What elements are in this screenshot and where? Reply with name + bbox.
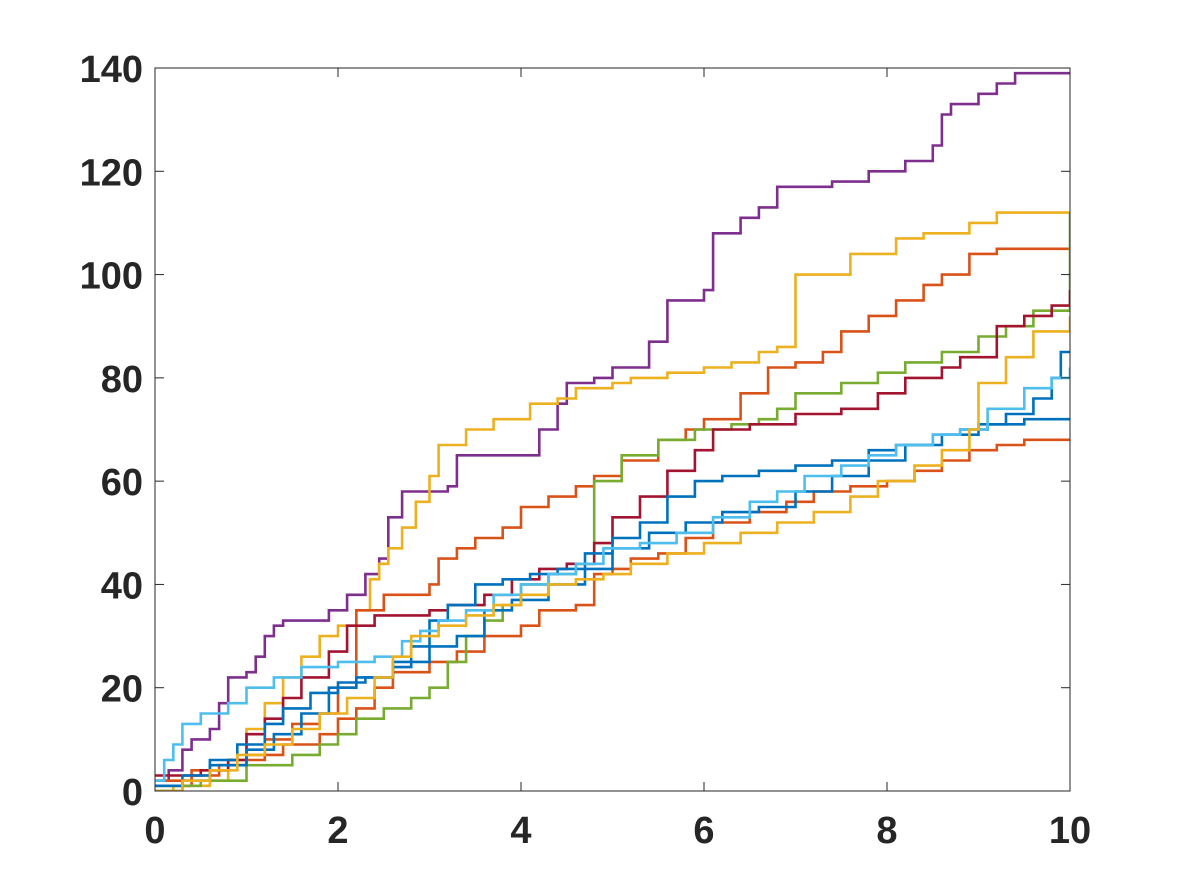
series-line-6 [155, 290, 1070, 777]
y-tick-label: 100 [80, 256, 143, 298]
series-line-7 [155, 417, 1070, 788]
y-tick-label: 0 [122, 772, 143, 814]
y-tick-label: 120 [80, 152, 143, 194]
series-line-9 [155, 367, 1070, 782]
y-tick-label: 140 [80, 49, 143, 91]
y-tick-label: 60 [101, 462, 143, 504]
y-tick-label: 80 [101, 359, 143, 401]
axes-box [154, 67, 1071, 792]
series-line-8 [155, 350, 1070, 791]
series-line-10 [155, 315, 1070, 791]
x-tick-label: 6 [693, 810, 714, 852]
y-tick-label: 40 [101, 565, 143, 607]
y-tick-label: 20 [101, 669, 143, 711]
x-tick-label: 2 [327, 810, 348, 852]
plot-area [155, 71, 1070, 791]
x-tick-label: 0 [144, 810, 165, 852]
x-tick-label: 4 [510, 810, 531, 852]
series-line-1 [155, 71, 1070, 782]
x-tick-label: 10 [1049, 810, 1091, 852]
series-line-2 [155, 211, 1070, 791]
x-tick-label: 8 [876, 810, 897, 852]
